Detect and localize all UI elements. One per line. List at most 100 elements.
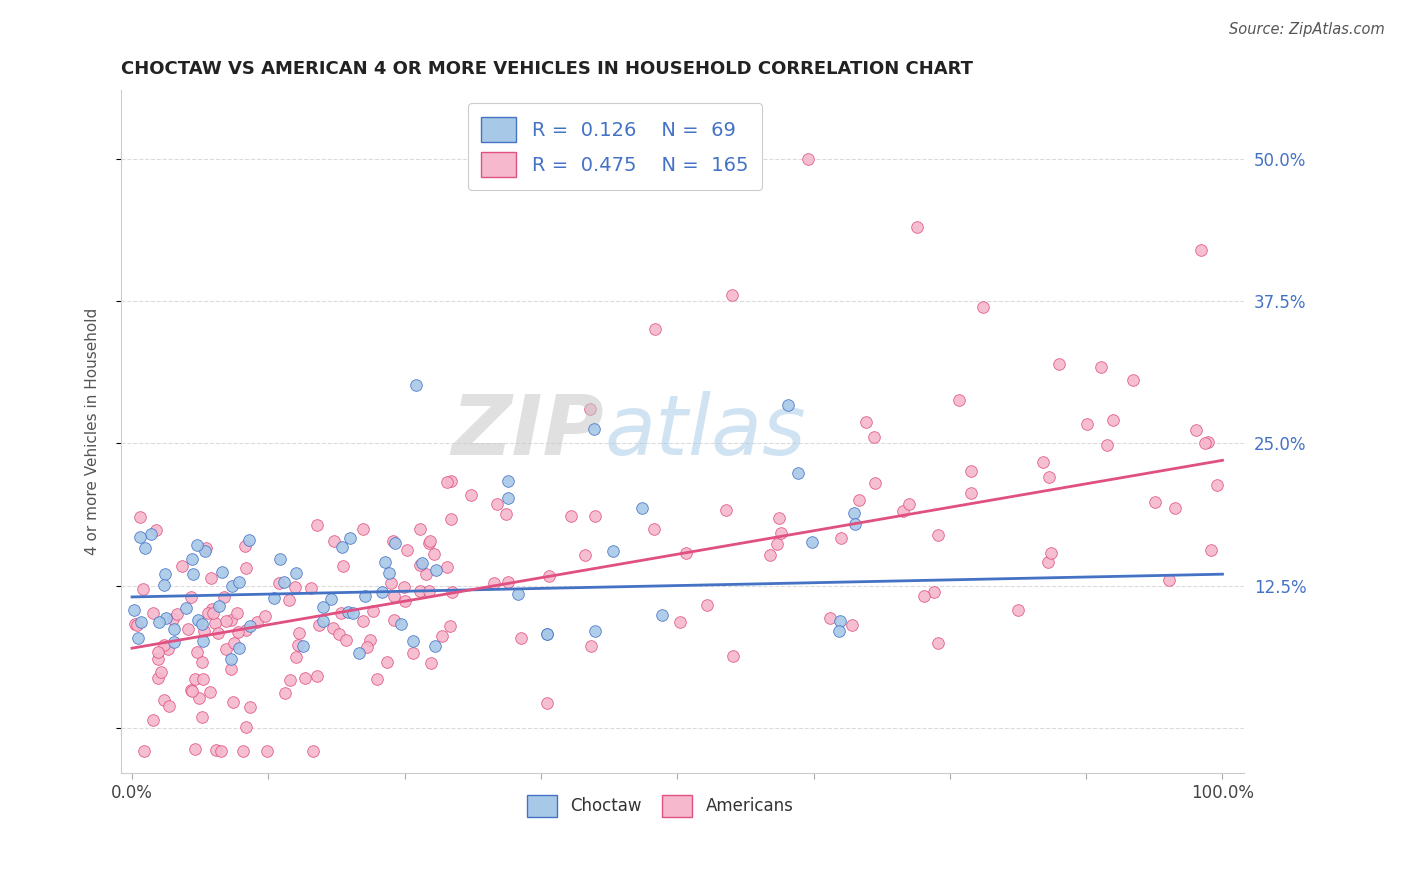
Point	[382, 589, 405, 603]
Point	[905, 219, 928, 234]
Point	[305, 669, 328, 683]
Point	[184, 672, 207, 686]
Point	[134, 541, 156, 555]
Point	[153, 693, 176, 707]
Point	[395, 542, 418, 557]
Point	[219, 652, 242, 666]
Point	[163, 622, 186, 636]
Point	[536, 626, 558, 640]
Point	[128, 530, 150, 544]
Point	[191, 616, 214, 631]
Point	[239, 700, 262, 714]
Point	[219, 662, 242, 676]
Point	[122, 603, 145, 617]
Point	[319, 591, 342, 606]
Point	[602, 544, 624, 558]
Point	[148, 671, 170, 685]
Point	[211, 566, 233, 580]
Point	[155, 611, 177, 625]
Point	[294, 671, 316, 685]
Point	[801, 535, 824, 549]
Point	[323, 533, 346, 548]
Point	[496, 474, 519, 488]
Point	[1038, 555, 1060, 569]
Point	[380, 575, 402, 590]
Point	[292, 639, 315, 653]
Point	[285, 649, 308, 664]
Point	[855, 416, 877, 430]
Point	[308, 618, 330, 632]
Point	[193, 624, 215, 639]
Point	[768, 511, 790, 525]
Point	[509, 632, 531, 646]
Point	[207, 626, 229, 640]
Point	[183, 742, 205, 756]
Point	[226, 607, 249, 621]
Point	[769, 525, 792, 540]
Point	[215, 641, 238, 656]
Point	[419, 534, 441, 549]
Point	[644, 322, 666, 336]
Point	[669, 615, 692, 629]
Point	[1201, 542, 1223, 557]
Point	[818, 611, 841, 625]
Point	[274, 686, 297, 700]
Point	[862, 430, 884, 444]
Point	[1157, 574, 1180, 588]
Point	[256, 744, 278, 758]
Point	[409, 558, 432, 572]
Point	[342, 606, 364, 620]
Point	[384, 535, 406, 549]
Point	[239, 619, 262, 633]
Point	[409, 583, 432, 598]
Point	[170, 559, 193, 574]
Text: CHOCTAW VS AMERICAN 4 OR MORE VEHICLES IN HOUSEHOLD CORRELATION CHART: CHOCTAW VS AMERICAN 4 OR MORE VEHICLES I…	[121, 60, 973, 78]
Point	[423, 639, 446, 653]
Point	[579, 402, 602, 417]
Point	[339, 531, 361, 545]
Point	[1194, 435, 1216, 450]
Point	[720, 288, 742, 302]
Point	[269, 576, 291, 591]
Point	[156, 642, 179, 657]
Point	[278, 673, 301, 687]
Point	[430, 629, 453, 643]
Point	[129, 615, 152, 629]
Point	[124, 617, 146, 632]
Point	[536, 626, 558, 640]
Point	[696, 598, 718, 612]
Point	[197, 606, 219, 620]
Point	[332, 558, 354, 573]
Point	[495, 508, 517, 522]
Point	[1038, 469, 1060, 483]
Point	[439, 619, 461, 633]
Point	[842, 506, 865, 520]
Point	[177, 622, 200, 636]
Point	[201, 601, 224, 615]
Point	[163, 635, 186, 649]
Point	[190, 710, 212, 724]
Point	[411, 557, 433, 571]
Point	[221, 695, 243, 709]
Point	[1039, 546, 1062, 560]
Point	[162, 612, 184, 626]
Point	[180, 683, 202, 698]
Point	[912, 589, 935, 603]
Point	[402, 646, 425, 660]
Point	[560, 509, 582, 524]
Point	[1184, 423, 1206, 437]
Point	[392, 580, 415, 594]
Point	[361, 604, 384, 618]
Point	[1047, 357, 1070, 371]
Point	[186, 644, 208, 658]
Point	[409, 522, 432, 536]
Point	[759, 548, 782, 562]
Point	[382, 613, 405, 627]
Point	[232, 744, 254, 758]
Text: Source: ZipAtlas.com: Source: ZipAtlas.com	[1229, 22, 1385, 37]
Point	[897, 497, 920, 511]
Point	[246, 615, 269, 629]
Point	[193, 672, 215, 686]
Point	[630, 501, 652, 516]
Point	[305, 518, 328, 533]
